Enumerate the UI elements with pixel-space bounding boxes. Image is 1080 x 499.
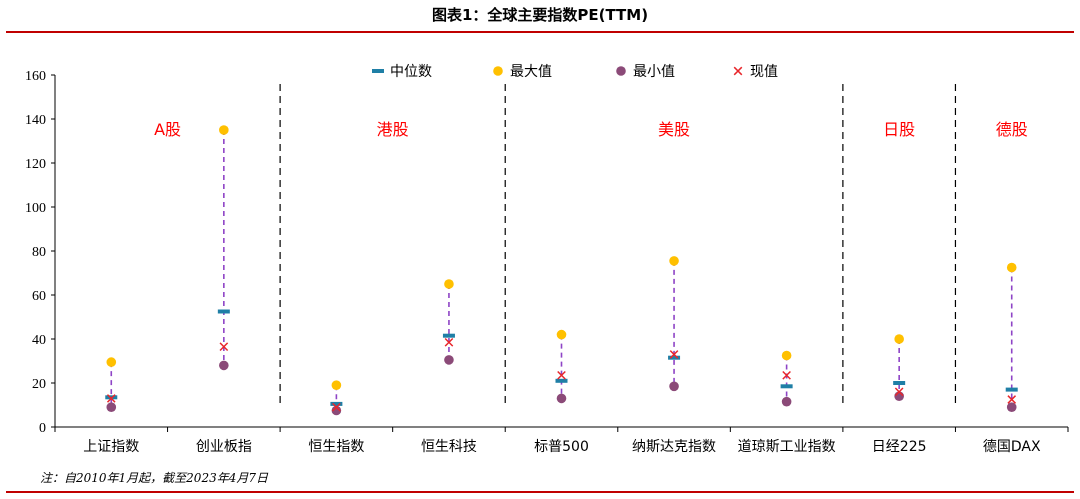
marker-最大值 xyxy=(444,279,454,289)
bottom-divider xyxy=(6,491,1074,493)
legend-label: 现值 xyxy=(750,64,778,80)
marker-中位数 xyxy=(668,355,681,360)
marker-现值 xyxy=(669,350,679,359)
legend-symbol xyxy=(493,66,503,76)
marker-最大值 xyxy=(781,350,792,361)
marker-最小值 xyxy=(106,402,117,413)
legend-symbol xyxy=(616,66,626,76)
marker-最小值 xyxy=(1006,402,1017,413)
y-tick-label: 120 xyxy=(25,157,46,172)
marker-最大值 xyxy=(106,357,117,367)
legend-symbol xyxy=(372,69,384,73)
marker-现值 xyxy=(782,370,791,380)
marker-中位数 xyxy=(893,381,906,385)
marker-中位数 xyxy=(217,309,230,314)
x-tick-label: 恒生指数 xyxy=(308,439,364,455)
y-tick-label: 160 xyxy=(25,69,46,84)
group-label: 德股 xyxy=(996,120,1028,139)
marker-最大值 xyxy=(556,329,567,340)
marker-现值 xyxy=(332,402,341,412)
marker-最大值 xyxy=(219,125,229,135)
y-tick-label: 20 xyxy=(32,377,46,392)
marker-中位数 xyxy=(780,384,793,389)
y-tick-label: 60 xyxy=(32,289,46,304)
marker-中位数 xyxy=(105,395,118,400)
x-tick-label: 上证指数 xyxy=(83,439,139,455)
marker-最大值 xyxy=(331,380,342,391)
y-tick-label: 140 xyxy=(25,113,46,128)
legend-symbol xyxy=(733,66,743,76)
x-tick-label: 创业板指 xyxy=(196,439,252,455)
footnote: 注：自2010年1月起，截至2023年4月7日 xyxy=(40,471,268,485)
marker-最小值 xyxy=(444,355,454,365)
marker-现值 xyxy=(557,370,566,380)
chart-title: 图表1：全球主要指数PE(TTM) xyxy=(431,6,649,24)
marker-最小值 xyxy=(781,396,792,407)
legend-label: 最小值 xyxy=(633,64,675,80)
y-tick-label: 40 xyxy=(32,333,46,348)
marker-最大值 xyxy=(669,256,679,266)
x-tick-label: 标普500 xyxy=(534,439,589,455)
marker-中位数 xyxy=(442,333,455,338)
marker-中位数 xyxy=(330,401,343,406)
group-label: 港股 xyxy=(377,120,409,139)
marker-中位数 xyxy=(1005,387,1018,392)
marker-现值 xyxy=(219,342,229,352)
group-label: 日股 xyxy=(883,120,915,139)
marker-最小值 xyxy=(669,381,679,392)
marker-最大值 xyxy=(894,334,904,344)
marker-现值 xyxy=(1007,395,1017,404)
x-tick-label: 纳斯达克指数 xyxy=(632,439,716,455)
y-tick-label: 0 xyxy=(39,421,46,436)
marker-最小值 xyxy=(556,393,567,404)
marker-现值 xyxy=(106,394,116,403)
marker-现值 xyxy=(444,337,454,347)
x-tick-label: 道琼斯工业指数 xyxy=(738,439,836,455)
group-label: 美股 xyxy=(658,120,690,139)
legend-label: 最大值 xyxy=(510,64,552,80)
marker-最大值 xyxy=(1006,262,1017,273)
marker-最小值 xyxy=(331,405,342,416)
marker-最小值 xyxy=(219,360,229,371)
marker-中位数 xyxy=(555,378,568,383)
y-tick-label: 80 xyxy=(32,245,46,260)
group-label: A股 xyxy=(154,120,181,139)
x-tick-label: 恒生科技 xyxy=(421,439,477,455)
legend-label: 中位数 xyxy=(390,64,432,80)
y-tick-label: 100 xyxy=(25,201,46,216)
top-divider xyxy=(6,31,1074,33)
x-tick-label: 德国DAX xyxy=(983,439,1041,455)
x-tick-label: 日经225 xyxy=(872,439,927,455)
marker-现值 xyxy=(894,387,904,397)
